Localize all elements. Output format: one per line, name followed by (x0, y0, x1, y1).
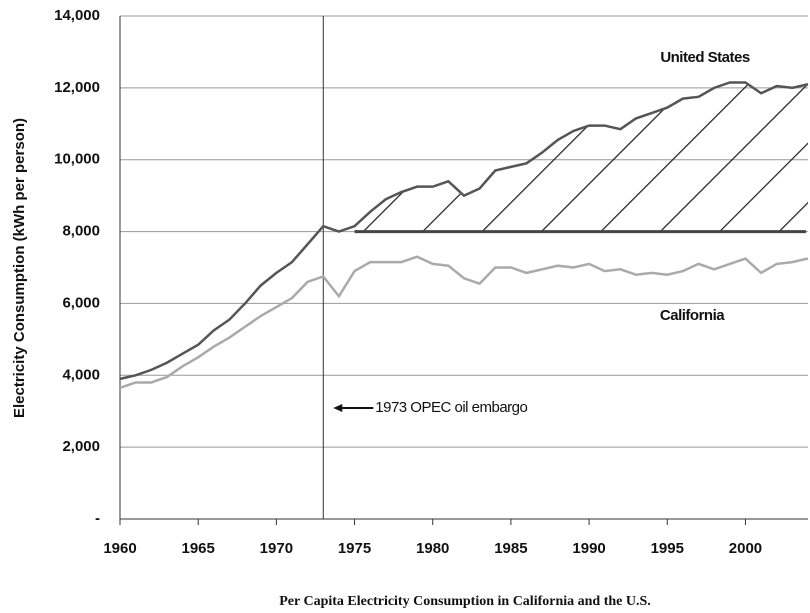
y-axis-label: Electricity Consumption (kWh per person) (11, 118, 28, 418)
annotation: 1973 OPEC oil embargo (375, 399, 527, 416)
y-tick-label: 12,000 (54, 79, 100, 96)
series-line (119, 255, 809, 390)
y-tick-label: 10,000 (54, 151, 100, 168)
x-tick-label: 1965 (181, 540, 214, 557)
x-tick-label: 2000 (729, 540, 762, 557)
y-tick-label: 14,000 (54, 7, 100, 24)
annotation-arrowhead (333, 404, 343, 412)
x-tick-label: 1995 (651, 540, 684, 557)
series-label: California (660, 307, 725, 324)
y-tick-label: 4,000 (62, 366, 100, 383)
x-tick-label: 1985 (494, 540, 527, 557)
hatch-area (354, 82, 808, 232)
y-tick-label: 6,000 (62, 294, 100, 311)
y-tick-label: 2,000 (62, 438, 100, 455)
y-tick-label: - (95, 510, 100, 527)
series-line (119, 81, 809, 381)
x-tick-label: 1990 (572, 540, 605, 557)
x-tick-label: 1970 (260, 540, 293, 557)
x-tick-label: 1975 (338, 540, 371, 557)
series-label: United States (660, 49, 750, 66)
x-tick-label: 1960 (103, 540, 136, 557)
chart-title: Per Capita Electricity Consumption in Ca… (279, 594, 651, 609)
y-tick-label: 8,000 (62, 223, 100, 240)
x-tick-label: 1980 (416, 540, 449, 557)
